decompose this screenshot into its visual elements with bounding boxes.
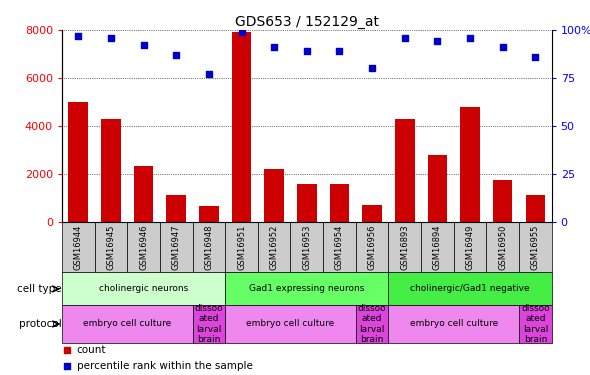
Bar	[192, 305, 225, 342]
Bar	[519, 305, 552, 342]
Point	[172, 52, 181, 58]
Bar	[428, 154, 447, 222]
Text: GSM16955: GSM16955	[531, 224, 540, 270]
Bar	[232, 32, 251, 222]
Bar	[258, 222, 290, 273]
Text: GSM16944: GSM16944	[74, 224, 83, 270]
Point	[237, 29, 246, 35]
Text: GSM16949: GSM16949	[466, 224, 474, 270]
Point	[302, 48, 312, 54]
Bar	[101, 118, 121, 222]
Bar	[526, 195, 545, 222]
Text: embryo cell culture: embryo cell culture	[409, 320, 498, 328]
Text: GSM16946: GSM16946	[139, 224, 148, 270]
Bar	[225, 222, 258, 273]
Text: dissoo
ated
larval
brain: dissoo ated larval brain	[358, 304, 386, 344]
Bar	[199, 206, 219, 222]
Bar	[68, 102, 88, 222]
Point	[432, 39, 442, 45]
Bar	[264, 169, 284, 222]
Bar	[395, 118, 415, 222]
Title: GDS653 / 152129_at: GDS653 / 152129_at	[235, 15, 379, 29]
Text: GSM16952: GSM16952	[270, 224, 278, 270]
Bar	[486, 222, 519, 273]
Bar	[323, 222, 356, 273]
Bar	[127, 222, 160, 273]
Point	[62, 363, 71, 369]
Bar	[160, 222, 192, 273]
Point	[139, 42, 148, 48]
Bar	[356, 305, 388, 342]
Bar	[421, 222, 454, 273]
Point	[74, 33, 83, 39]
Text: dissoo
ated
larval
brain: dissoo ated larval brain	[195, 304, 223, 344]
Bar	[134, 166, 153, 222]
Text: embryo cell culture: embryo cell culture	[247, 320, 335, 328]
Text: cholinergic/Gad1 negative: cholinergic/Gad1 negative	[410, 284, 530, 293]
Text: GSM16950: GSM16950	[498, 224, 507, 270]
Bar	[94, 222, 127, 273]
Text: GSM16947: GSM16947	[172, 224, 181, 270]
Text: Gad1 expressing neurons: Gad1 expressing neurons	[249, 284, 365, 293]
Bar	[356, 222, 388, 273]
Bar	[388, 305, 519, 342]
Text: GSM16894: GSM16894	[433, 224, 442, 270]
Bar	[62, 222, 94, 273]
Text: GSM16893: GSM16893	[400, 224, 409, 270]
Text: GSM16945: GSM16945	[106, 224, 116, 270]
Point	[270, 44, 279, 50]
Point	[466, 34, 475, 40]
Text: dissoo
ated
larval
brain: dissoo ated larval brain	[521, 304, 550, 344]
Bar	[388, 222, 421, 273]
Text: GSM16948: GSM16948	[204, 224, 214, 270]
Bar	[460, 106, 480, 222]
Bar	[62, 273, 225, 305]
Point	[335, 48, 344, 54]
Text: protocol: protocol	[18, 319, 61, 329]
Bar	[362, 205, 382, 222]
Point	[368, 65, 377, 71]
Text: GSM16954: GSM16954	[335, 224, 344, 270]
Bar	[493, 180, 513, 222]
Bar	[166, 195, 186, 222]
Bar	[454, 222, 486, 273]
Bar	[225, 305, 356, 342]
Bar	[290, 222, 323, 273]
Bar	[519, 222, 552, 273]
Bar	[62, 305, 192, 342]
Text: GSM16953: GSM16953	[302, 224, 312, 270]
Point	[106, 34, 116, 40]
Point	[204, 71, 214, 77]
Text: percentile rank within the sample: percentile rank within the sample	[77, 360, 253, 370]
Bar	[225, 273, 388, 305]
Bar	[388, 273, 552, 305]
Point	[498, 44, 507, 50]
Text: cell type: cell type	[17, 284, 61, 294]
Point	[400, 34, 409, 40]
Bar	[192, 222, 225, 273]
Text: GSM16951: GSM16951	[237, 224, 246, 270]
Text: GSM16956: GSM16956	[368, 224, 376, 270]
Point	[62, 347, 71, 353]
Text: cholinergic neurons: cholinergic neurons	[99, 284, 188, 293]
Point	[530, 54, 540, 60]
Bar	[297, 184, 317, 222]
Text: embryo cell culture: embryo cell culture	[83, 320, 171, 328]
Text: count: count	[77, 345, 106, 355]
Bar	[330, 184, 349, 222]
